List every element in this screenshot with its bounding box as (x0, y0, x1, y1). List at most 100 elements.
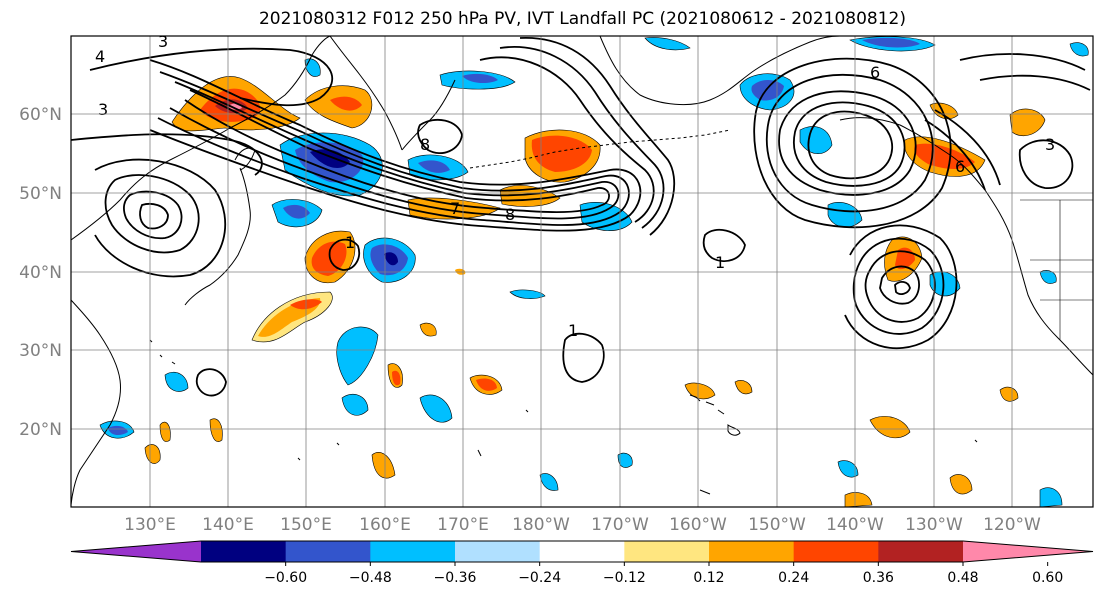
colorbar-tick-label: −0.60 (264, 570, 307, 586)
shade-negative (837, 460, 859, 478)
shade-positive (419, 322, 437, 337)
shade-positive (929, 102, 959, 120)
contour-label-group: 1 1 1 3 3 3 4 6 6 7 8 8 (95, 32, 1055, 340)
coastline (469, 129, 731, 169)
colorbar-cell (963, 541, 1093, 562)
contour-line (894, 281, 911, 295)
colorbar-cell (793, 541, 879, 562)
contour-label: 3 (158, 32, 168, 51)
shade-negative (336, 326, 379, 386)
contour-line (753, 57, 952, 229)
contour-line (123, 190, 183, 240)
shade-negative (304, 58, 321, 77)
contour-line (765, 73, 934, 213)
shade-negative (108, 425, 128, 436)
map-title: 2021080312 F012 250 hPa PV, IVT Landfall… (258, 9, 906, 29)
colorbar: −0.60 −0.48 −0.36 −0.24 −0.12 0.12 0.24 0.36 0.4… (70, 540, 1094, 586)
contours (71, 37, 1091, 397)
contour-line (844, 224, 958, 349)
lon-label: 160°E (359, 515, 411, 535)
contour-line (807, 110, 893, 180)
shade-positive (949, 474, 973, 495)
contour-label: 3 (98, 100, 108, 119)
coastline (71, 299, 121, 506)
colorbar-tick-label: −0.12 (603, 570, 646, 586)
contour-label: 1 (345, 233, 355, 252)
lat-label: 40°N (19, 263, 62, 283)
contour-line (104, 174, 200, 254)
colorbar-tick-label: 0.24 (778, 570, 809, 586)
shade-positive (330, 96, 362, 111)
colorbar-tick-label: −0.24 (518, 570, 561, 586)
shade-negative (419, 394, 453, 423)
contour-label: 8 (505, 205, 515, 224)
colorbar-tick-label: 0.12 (693, 570, 724, 586)
contour-label: 4 (95, 47, 105, 66)
lon-label: 120°W (983, 515, 1041, 535)
lon-label: 180°W (512, 515, 570, 535)
contour-line (562, 332, 605, 383)
colorbar-cell (455, 541, 541, 562)
contour-label: 8 (420, 135, 430, 154)
shade-negative (644, 37, 691, 51)
coastline (149, 339, 978, 495)
colorbar-cell (71, 541, 201, 562)
lon-label: 170°E (437, 515, 489, 535)
lon-label: 140°E (202, 515, 254, 535)
shade-negative (827, 201, 863, 228)
lon-label: 170°W (591, 515, 649, 535)
contour-label: 1 (568, 321, 578, 340)
coastline (839, 117, 986, 191)
lon-label: 140°W (826, 515, 884, 535)
shade-negative (1039, 270, 1057, 284)
colorbar-cell (624, 541, 710, 562)
lon-label: 130°W (905, 515, 963, 535)
shade-positive (476, 378, 497, 391)
shade-positive (869, 416, 911, 439)
colorbar-tick-label: −0.36 (434, 570, 477, 586)
contour-line (169, 81, 620, 220)
shade-negative (1069, 42, 1089, 57)
contour-line (71, 133, 263, 176)
lon-label: 150°E (280, 515, 332, 535)
shade-positive (531, 135, 592, 172)
contour-line (519, 37, 676, 236)
contour-label: 7 (450, 199, 460, 218)
shade-positive (844, 492, 873, 507)
lat-label: 60°N (19, 105, 62, 125)
contour-label: 6 (870, 63, 880, 82)
map-frame (70, 35, 1094, 508)
lat-label: 50°N (19, 184, 62, 204)
contour-line (924, 109, 1001, 191)
contour-line (184, 89, 610, 214)
border (1020, 199, 1093, 340)
colorbar-tick-label: 0.48 (947, 570, 978, 586)
contour-label: 6 (955, 157, 965, 176)
coastline (984, 189, 1093, 376)
contour-line (149, 59, 642, 232)
lat-labels: 60°N 50°N 40°N 30°N 20°N (19, 105, 62, 440)
shade-positive (144, 444, 161, 464)
coastline (599, 36, 841, 105)
contour-line (94, 158, 227, 278)
shade-positive (1009, 108, 1046, 136)
contour-line (157, 71, 630, 226)
gridlines (71, 36, 1093, 507)
colorbar-cell (201, 541, 287, 562)
shade-positive (159, 421, 171, 442)
lat-label: 30°N (19, 341, 62, 361)
coastline (689, 394, 741, 436)
colorbar-outline (70, 540, 1094, 563)
lat-label: 20°N (19, 420, 62, 440)
contour-line (959, 53, 1091, 189)
shade-negative (283, 204, 310, 219)
shade-negative (862, 37, 920, 48)
colorbar-tick-label: 0.36 (863, 570, 894, 586)
contour-line (417, 118, 463, 155)
lon-label: 130°E (124, 515, 176, 535)
lon-labels: 130°E 140°E 150°E 160°E 170°E 180°W 170°… (124, 515, 1041, 535)
contour-line (328, 238, 360, 271)
shade-negative (462, 73, 498, 84)
colorbar-cell (709, 541, 795, 562)
